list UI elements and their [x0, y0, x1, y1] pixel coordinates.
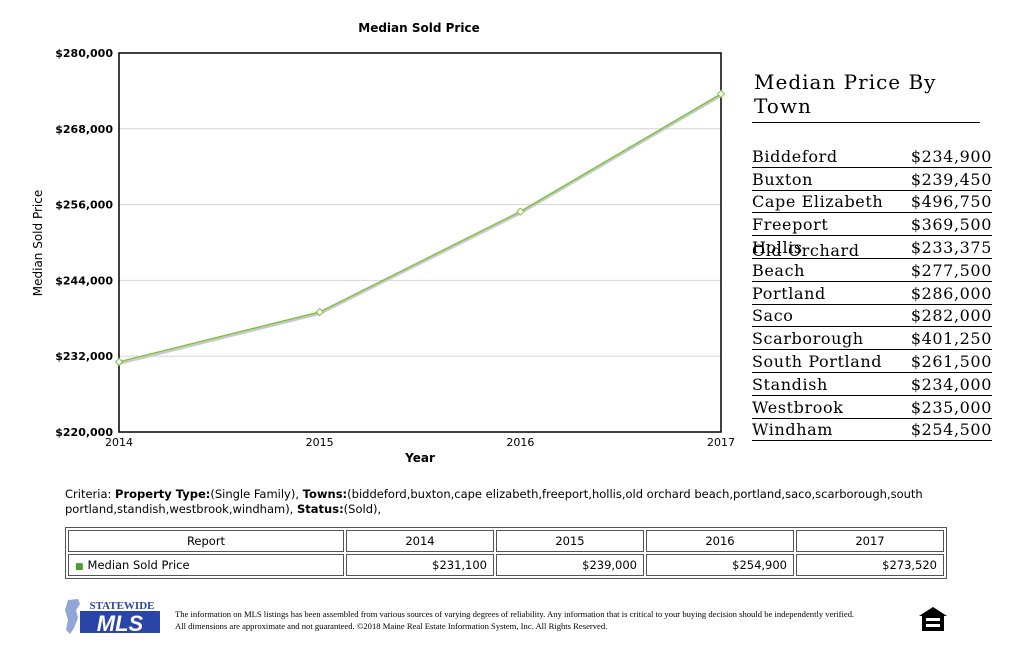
town-price: $369,500	[910, 215, 992, 235]
town-price: $235,000	[910, 397, 992, 417]
data-point	[315, 307, 324, 317]
median-price-by-town-panel: Median Price By Town Biddeford $234,900 Bu…	[752, 70, 992, 442]
list-item: Standish $234,000	[752, 373, 992, 396]
series-bullet-icon: ■	[75, 562, 84, 572]
data-point	[516, 207, 525, 216]
criteria-property-type-value: (Single Family),	[210, 487, 303, 501]
report-header-cell: 2017	[796, 530, 944, 552]
footer-line-2: All dimensions are approximate and not g…	[175, 621, 608, 631]
y-tick-label: $220,000	[55, 426, 113, 439]
x-axis-title: Year	[404, 451, 435, 465]
list-item: Hollis $233,375	[752, 236, 992, 259]
town-name: Westbrook	[752, 397, 844, 417]
town-price: $401,250	[910, 329, 992, 349]
list-item: Windham $254,500	[752, 419, 992, 442]
list-item: Scarborough $401,250	[752, 327, 992, 351]
series-group	[114, 89, 726, 367]
logo-bar	[80, 611, 160, 633]
report-row-label-cell: ■ Median Sold Price	[68, 554, 344, 576]
report-table: Report 2014 2015 2016 2017 ■ Median Sold …	[65, 527, 947, 579]
town-name: Portland	[752, 283, 826, 303]
x-tick-label: 2014	[105, 436, 133, 449]
report-header-cell: 2015	[496, 530, 644, 552]
list-item: South Portland $261,500	[752, 350, 992, 373]
x-tick-label: 2015	[306, 436, 334, 449]
town-name: South Portland	[752, 351, 883, 371]
town-price: $234,000	[910, 374, 992, 394]
list-item: Westbrook $235,000	[752, 396, 992, 419]
y-tick-label: $280,000	[55, 47, 113, 60]
town-price: $286,000	[910, 283, 992, 303]
statewide-mls-logo: STATEWIDE MLS	[65, 599, 160, 636]
town-price: $277,500	[910, 260, 992, 280]
town-price: $239,450	[910, 169, 992, 189]
y-axis-title: Median Sold Price	[31, 190, 45, 296]
y-tick-label: $256,000	[55, 199, 113, 212]
report-header-cell: 2016	[646, 530, 794, 552]
chart-gridlines	[119, 128, 721, 357]
x-tick-label: 2017	[707, 436, 735, 449]
report-value-cell: $273,520	[796, 554, 944, 576]
list-item: Buxton $239,450	[752, 168, 992, 191]
town-price: $254,500	[910, 420, 992, 440]
report-value-cell: $239,000	[496, 554, 644, 576]
table-row: ■ Median Sold Price $231,100 $239,000 $25…	[68, 554, 944, 576]
town-name: Saco	[752, 306, 794, 326]
y-tick-label: $268,000	[55, 123, 113, 136]
list-item: Freeport $369,500	[752, 213, 992, 237]
plot-area-border	[118, 52, 722, 433]
town-name: Standish	[752, 374, 828, 394]
y-tick-label: $244,000	[55, 274, 113, 287]
town-price: $234,900	[910, 146, 992, 166]
town-name: Old Orchard Beach	[752, 240, 860, 280]
list-item: Saco $282,000	[752, 305, 992, 328]
series-line	[118, 93, 722, 363]
chart-title: Median Sold Price	[358, 21, 479, 35]
criteria-status-label: Status:	[297, 502, 344, 516]
data-point	[716, 89, 726, 99]
report-value-cell: $254,900	[646, 554, 794, 576]
logo-main-text: MLS	[97, 611, 144, 636]
list-item: Portland $286,000	[752, 282, 992, 305]
equal-housing-opportunity-icon	[919, 607, 947, 631]
y-tick-label: $232,000	[55, 350, 113, 363]
town-name: Cape Elizabeth	[752, 192, 884, 212]
data-point	[114, 357, 124, 367]
town-name: Scarborough	[752, 329, 864, 349]
town-price: $233,375	[910, 237, 992, 257]
town-price: $261,500	[910, 351, 992, 371]
town-panel-heading: Median Price By Town	[752, 70, 980, 123]
town-list: Biddeford $234,900 Buxton $239,450 Cape Eliz…	[752, 145, 992, 442]
criteria-towns-label: Towns:	[302, 487, 348, 501]
list-item: Old Orchard Beach $277,500	[752, 241, 992, 282]
town-name: Biddeford	[752, 146, 838, 166]
criteria-prefix: Criteria:	[65, 487, 116, 501]
report-row-label: Median Sold Price	[87, 558, 190, 572]
x-axis-ticks: 2014 2015 2016 2017	[105, 436, 735, 449]
x-tick-label: 2016	[506, 436, 534, 449]
town-price: $282,000	[910, 306, 992, 326]
town-name: Hollis	[752, 237, 803, 257]
criteria-property-type-label: Property Type:	[115, 487, 211, 501]
report-table-header-row: Report 2014 2015 2016 2017	[68, 530, 944, 552]
report-value-cell: $231,100	[346, 554, 494, 576]
footer-line-1: The information on MLS listings has been…	[175, 609, 855, 619]
town-name: Buxton	[752, 169, 814, 189]
line-chart: Median Sold Price $220,000 $232,000 $244,0…	[31, 21, 735, 465]
report-header-cell: 2014	[346, 530, 494, 552]
list-item: Cape Elizabeth $496,750	[752, 191, 992, 214]
criteria-towns-value: (biddeford,buxton,cape elizabeth,freepor…	[65, 487, 923, 516]
town-name: Windham	[752, 420, 834, 440]
footer-disclaimer: The information on MLS listings has been…	[175, 608, 854, 632]
y-axis-ticks: $220,000 $232,000 $244,000 $256,000 $268,000…	[55, 47, 113, 439]
logo-top-text: STATEWIDE	[89, 600, 154, 612]
report-header-cell: Report	[68, 530, 344, 552]
criteria-status-value: (Sold),	[343, 502, 382, 516]
series-line-shadow	[118, 95, 722, 365]
town-name: Freeport	[752, 215, 829, 235]
list-item: Biddeford $234,900	[752, 145, 992, 168]
town-price: $496,750	[910, 192, 992, 212]
criteria-text: Criteria: Property Type:(Single Family),…	[65, 487, 945, 517]
